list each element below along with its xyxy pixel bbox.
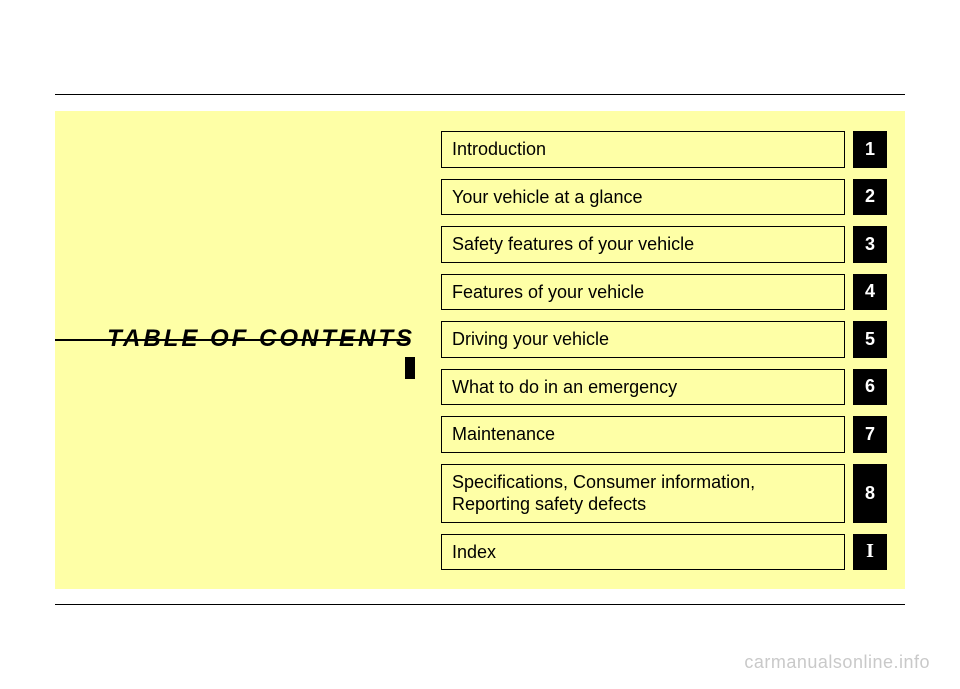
toc-item-emergency[interactable]: What to do in an emergency bbox=[441, 369, 845, 406]
section-tab-5[interactable]: 5 bbox=[853, 321, 887, 358]
toc-item-features[interactable]: Features of your vehicle bbox=[441, 274, 845, 311]
bottom-rule bbox=[55, 604, 905, 605]
watermark: carmanualsonline.info bbox=[744, 652, 930, 673]
toc-heading: TABLE OF CONTENTS bbox=[95, 325, 415, 381]
toc-item-specifications[interactable]: Specifications, Consumer information, Re… bbox=[441, 464, 845, 523]
section-tab-7[interactable]: 7 bbox=[853, 416, 887, 453]
toc-row: Introduction 1 bbox=[441, 131, 887, 168]
section-tab-index[interactable]: I bbox=[853, 534, 887, 571]
toc-panel: TABLE OF CONTENTS Introduction 1 Your ve… bbox=[55, 111, 905, 589]
toc-row: Index I bbox=[441, 534, 887, 571]
toc-list: Introduction 1 Your vehicle at a glance … bbox=[441, 131, 887, 581]
toc-row: Features of your vehicle 4 bbox=[441, 274, 887, 311]
toc-row: What to do in an emergency 6 bbox=[441, 369, 887, 406]
section-tab-3[interactable]: 3 bbox=[853, 226, 887, 263]
section-tab-1[interactable]: 1 bbox=[853, 131, 887, 168]
toc-item-driving[interactable]: Driving your vehicle bbox=[441, 321, 845, 358]
toc-item-introduction[interactable]: Introduction bbox=[441, 131, 845, 168]
section-tab-8[interactable]: 8 bbox=[853, 464, 887, 523]
section-tab-2[interactable]: 2 bbox=[853, 179, 887, 216]
toc-item-safety-features[interactable]: Safety features of your vehicle bbox=[441, 226, 845, 263]
toc-row: Safety features of your vehicle 3 bbox=[441, 226, 887, 263]
toc-row: Maintenance 7 bbox=[441, 416, 887, 453]
section-tab-4[interactable]: 4 bbox=[853, 274, 887, 311]
toc-item-maintenance[interactable]: Maintenance bbox=[441, 416, 845, 453]
section-tab-6[interactable]: 6 bbox=[853, 369, 887, 406]
toc-row: Specifications, Consumer information, Re… bbox=[441, 464, 887, 523]
toc-row: Your vehicle at a glance 2 bbox=[441, 179, 887, 216]
toc-row: Driving your vehicle 5 bbox=[441, 321, 887, 358]
top-rule bbox=[55, 94, 905, 95]
toc-item-vehicle-glance[interactable]: Your vehicle at a glance bbox=[441, 179, 845, 216]
toc-item-index[interactable]: Index bbox=[441, 534, 845, 571]
